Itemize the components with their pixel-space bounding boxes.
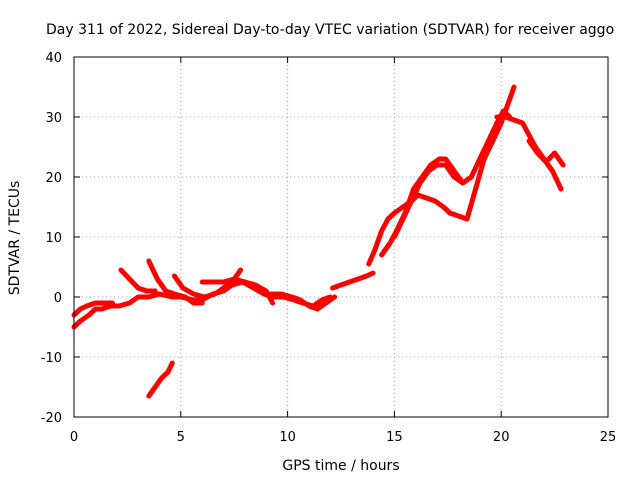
x-tick-label: 0 <box>70 430 78 445</box>
x-axis-title: GPS time / hours <box>282 458 399 474</box>
y-axis-title: SDTVAR / TECUs <box>7 181 23 296</box>
series-line-track-14 <box>146 360 175 399</box>
y-tick-label: 10 <box>45 231 62 246</box>
series-layer <box>71 84 566 399</box>
series-line-track-6 <box>199 276 276 306</box>
series-line-track-13 <box>526 138 566 168</box>
series-line-track-8 <box>330 270 376 291</box>
series-line-track-10 <box>379 108 513 258</box>
series-line-track-3 <box>118 267 158 294</box>
y-tick-label: -10 <box>41 351 62 366</box>
series-line-track-9 <box>366 84 517 267</box>
series-line-track-7 <box>268 291 338 312</box>
series-line-track-11 <box>391 162 474 240</box>
series-line-track-4 <box>146 258 205 306</box>
series-line-track-12 <box>494 114 564 192</box>
series-line-track-5 <box>171 267 244 300</box>
grid-layer <box>74 57 608 417</box>
y-tick-label: 30 <box>45 111 62 126</box>
x-tick-label: 20 <box>493 430 510 445</box>
y-tick-label: 0 <box>54 291 62 306</box>
chart-title: Day 311 of 2022, Sidereal Day-to-day VTE… <box>46 22 614 38</box>
x-tick-label: 5 <box>177 430 185 445</box>
y-tick-label: 40 <box>45 51 62 66</box>
y-tick-label: 20 <box>45 171 62 186</box>
series-line-track-2 <box>71 300 115 318</box>
x-tick-label: 15 <box>386 430 403 445</box>
tick-layer: 0 5 10 15 20 25 -20 -10 0 10 20 30 40 <box>41 51 617 445</box>
x-tick-label: 10 <box>279 430 296 445</box>
x-tick-label: 25 <box>600 430 617 445</box>
y-tick-label: -20 <box>41 411 62 426</box>
